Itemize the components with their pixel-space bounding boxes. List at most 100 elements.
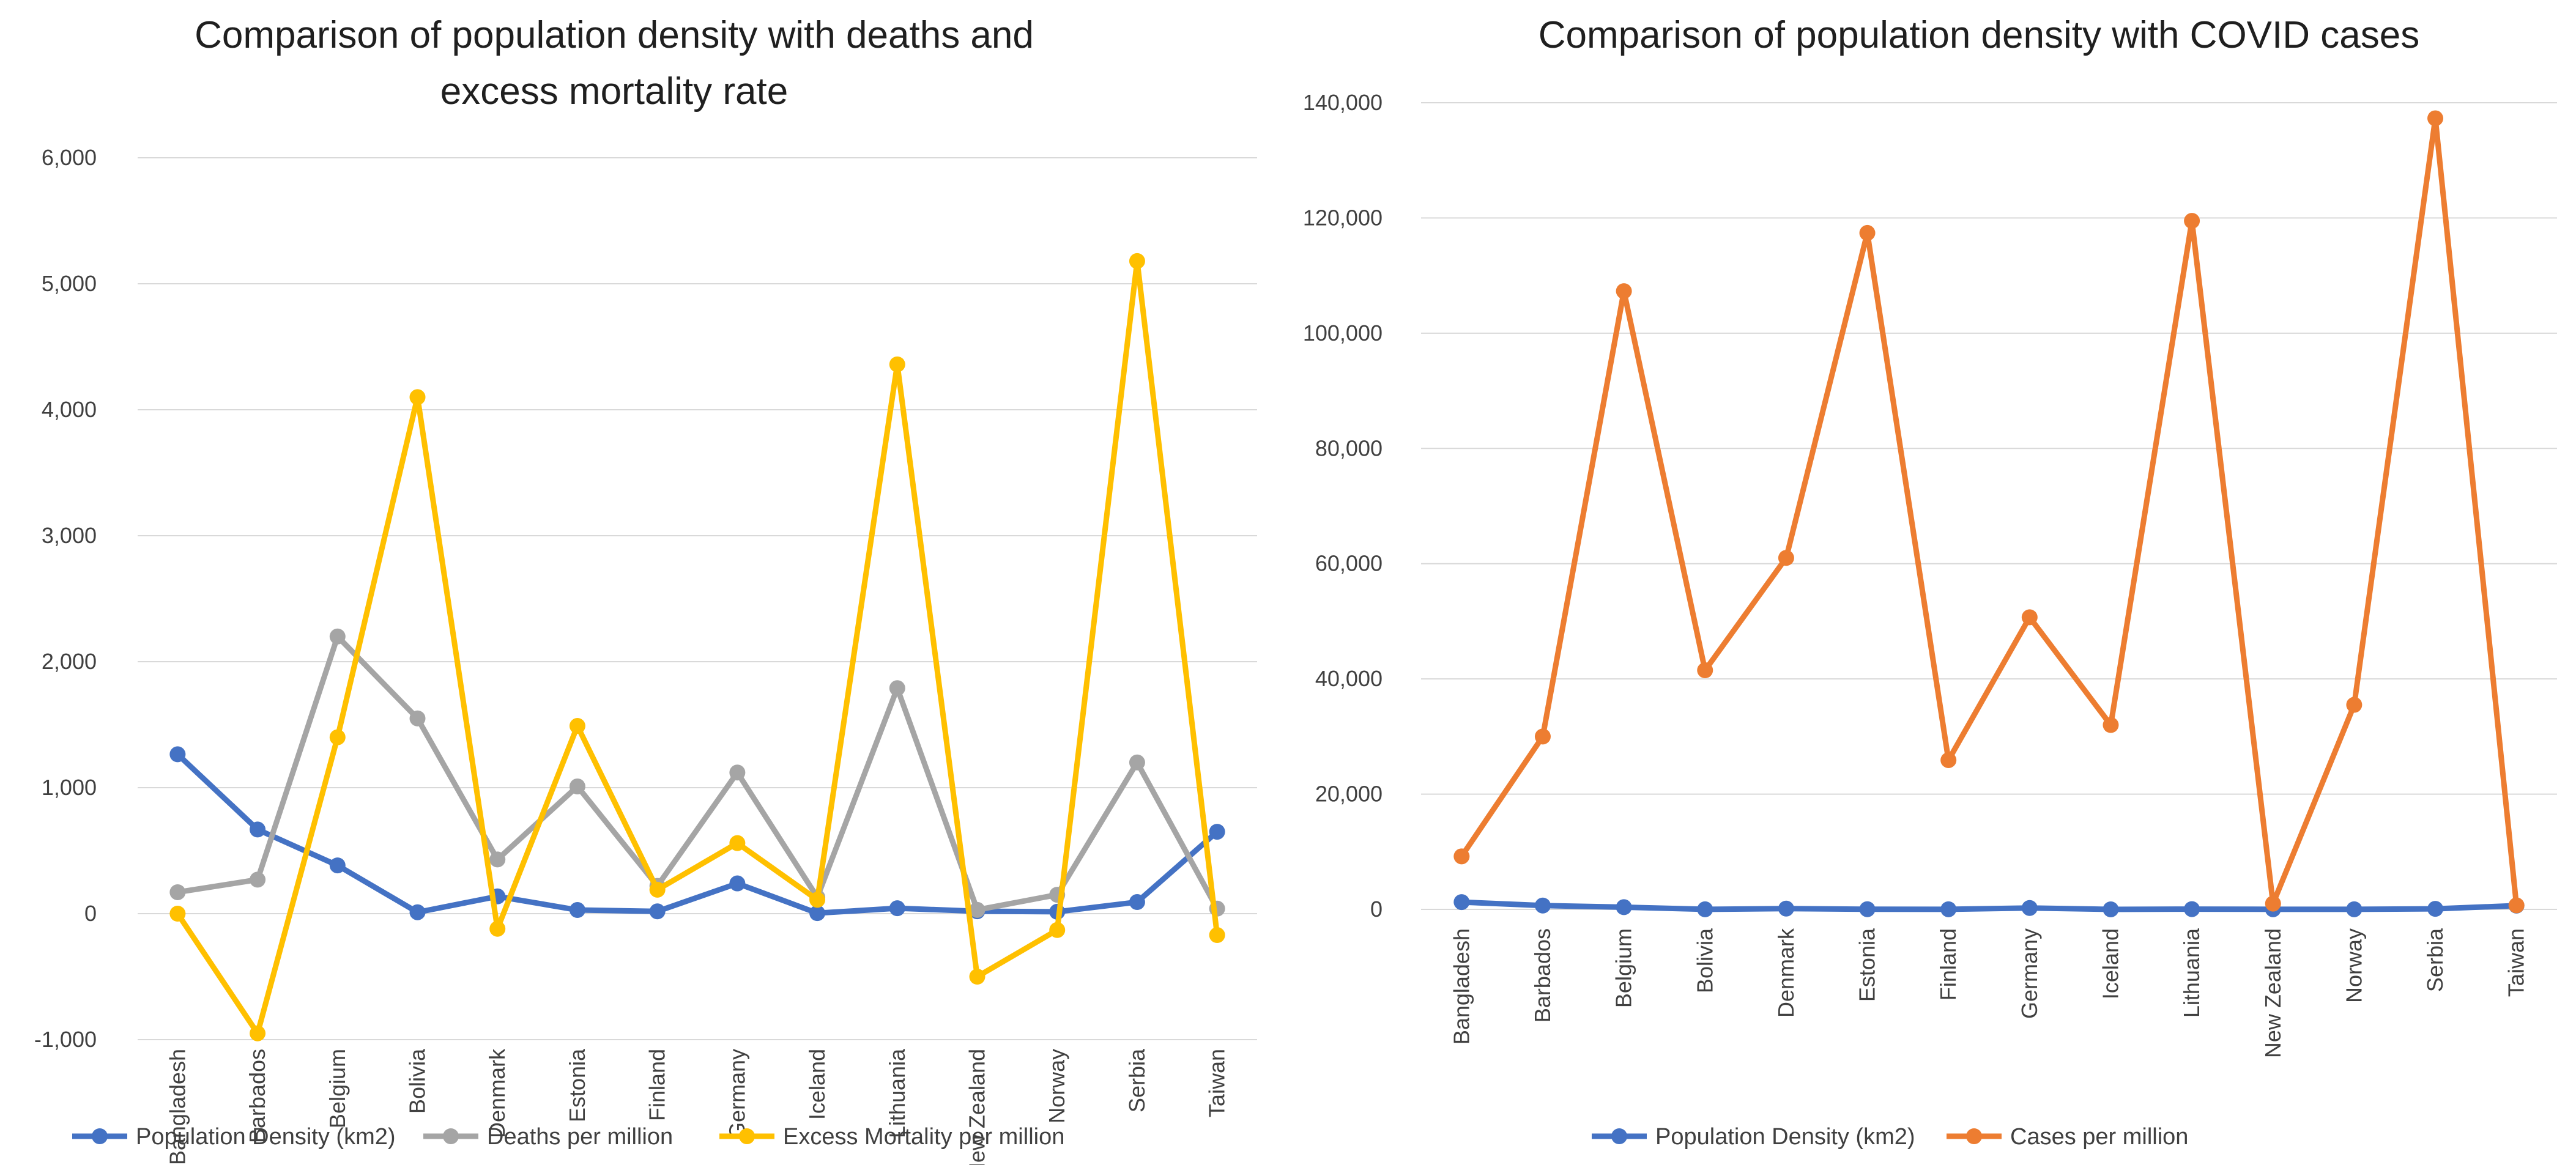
left-x-tick-label: Bolivia — [405, 1048, 430, 1114]
left-point-excess — [969, 969, 985, 985]
left-point-excess — [649, 881, 666, 898]
left-y-tick-label: 5,000 — [42, 271, 97, 296]
left-y-tick-label: 6,000 — [42, 145, 97, 170]
left-x-tick-label: Iceland — [804, 1049, 830, 1120]
right-x-tick-label: Belgium — [1611, 928, 1636, 1008]
right-point-population — [2103, 901, 2119, 917]
chart-left-y-axis: -1,000 0 1,000 2,000 3,000 4,000 5,000 6,000 — [34, 145, 97, 1052]
left-point-population — [250, 821, 266, 838]
right-point-population — [1616, 899, 1632, 915]
left-point-deaths — [1129, 754, 1145, 771]
left-legend-label: Excess Mortality per million — [783, 1124, 1064, 1150]
left-point-population — [329, 857, 346, 874]
right-x-tick-label: New Zealand — [2260, 928, 2285, 1058]
left-point-population — [569, 902, 585, 919]
right-point-population — [1778, 900, 1794, 917]
left-point-population — [1129, 894, 1145, 911]
right-point-cases — [2103, 717, 2119, 733]
left-x-tick-label: Denmark — [484, 1048, 510, 1138]
right-point-cases — [2021, 609, 2038, 626]
right-series-cases — [1453, 110, 2525, 914]
left-point-excess — [729, 835, 746, 851]
left-point-excess — [329, 729, 346, 745]
left-x-tick-label: Belgium — [325, 1049, 350, 1128]
left-point-deaths — [969, 901, 985, 918]
left-series-excess — [169, 253, 1225, 1041]
left-point-deaths — [409, 710, 426, 727]
right-point-cases — [2427, 110, 2444, 127]
left-point-deaths — [329, 628, 346, 645]
left-legend-marker — [443, 1128, 459, 1144]
right-point-cases — [1697, 662, 1713, 679]
left-point-deaths — [489, 851, 506, 868]
right-x-tick-label: Bolivia — [1692, 928, 1717, 993]
right-x-tick-label: Denmark — [1773, 928, 1798, 1018]
left-line-deaths — [174, 634, 1220, 913]
chart-right-y-axis: 0 20,000 40,000 60,000 80,000 100,000 120,000 1… — [1303, 90, 1383, 922]
chart-right: Comparison of population density with CO… — [1303, 14, 2557, 1150]
left-point-deaths — [729, 764, 746, 781]
right-legend-label: Cases per million — [2010, 1124, 2188, 1150]
left-y-tick-label: 1,000 — [42, 775, 97, 800]
right-line-cases — [1458, 115, 2520, 908]
right-x-tick-label: Barbados — [1530, 928, 1555, 1023]
chart-left-legend: Population Density (km2) Deaths per milli… — [72, 1124, 1064, 1150]
right-y-tick-label: 80,000 — [1315, 435, 1383, 460]
right-legend-item-cases: Cases per million — [1947, 1124, 2188, 1150]
right-legend-marker — [1966, 1128, 1982, 1144]
right-point-population — [1453, 894, 1470, 911]
left-x-tick-label: Estonia — [565, 1048, 590, 1122]
right-point-population — [2346, 901, 2363, 917]
left-point-deaths — [169, 884, 186, 900]
left-x-tick-label: Lithuania — [885, 1048, 910, 1138]
left-point-excess — [569, 718, 585, 734]
left-point-excess — [1209, 927, 1225, 944]
right-point-cases — [2184, 213, 2200, 229]
right-point-cases — [2508, 897, 2525, 914]
right-legend-item-population: Population Density (km2) — [1592, 1124, 1915, 1150]
left-y-tick-label: 4,000 — [42, 397, 97, 422]
chart-left-title-line-2: excess mortality rate — [440, 70, 789, 113]
right-point-population — [2184, 901, 2200, 917]
left-point-population — [409, 904, 426, 920]
right-x-tick-label: Finland — [1936, 928, 1961, 1000]
left-point-deaths — [569, 778, 585, 794]
left-y-tick-label: 0 — [84, 901, 97, 926]
right-x-tick-label: Lithuania — [2179, 928, 2204, 1018]
left-x-tick-label: Barbados — [245, 1049, 270, 1143]
left-point-population — [649, 903, 666, 920]
right-x-tick-label: Norway — [2341, 928, 2366, 1003]
left-point-population — [729, 875, 746, 892]
left-legend-label: Deaths per million — [487, 1124, 673, 1150]
right-legend-label: Population Density (km2) — [1655, 1124, 1915, 1150]
left-y-tick-label: 3,000 — [42, 523, 97, 548]
left-x-tick-label: Germany — [724, 1049, 749, 1139]
left-point-population — [889, 900, 905, 917]
chart-left-title-line-1: Comparison of population density with de… — [195, 14, 1034, 56]
left-x-tick-label: Finland — [645, 1049, 670, 1121]
right-x-tick-label: Taiwan — [2504, 928, 2529, 997]
right-y-tick-label: 20,000 — [1315, 782, 1383, 807]
left-line-excess — [174, 258, 1220, 1037]
left-x-tick-label: Norway — [1044, 1049, 1069, 1123]
left-point-population — [169, 746, 186, 763]
right-x-tick-label: Germany — [2017, 928, 2042, 1019]
left-point-deaths — [889, 680, 905, 697]
left-legend-item-population: Population Density (km2) — [72, 1124, 396, 1150]
left-point-excess — [1129, 253, 1145, 269]
chart-right-series — [1453, 110, 2525, 917]
chart-right-legend: Population Density (km2) Cases per millio… — [1592, 1124, 2188, 1150]
left-legend-label: Population Density (km2) — [136, 1124, 396, 1150]
right-point-cases — [1453, 848, 1470, 865]
right-point-population — [1534, 897, 1551, 914]
right-x-tick-label: Serbia — [2422, 928, 2448, 992]
chart-right-gridlines — [1421, 102, 2557, 910]
right-point-cases — [1940, 752, 1957, 768]
left-point-deaths — [250, 871, 266, 888]
right-point-population — [1940, 901, 1957, 917]
left-x-tick-label: Bangladesh — [165, 1049, 190, 1165]
left-x-tick-label: New Zealand — [965, 1049, 990, 1165]
left-x-tick-label: Taiwan — [1204, 1049, 1230, 1117]
right-point-cases — [2346, 697, 2363, 713]
